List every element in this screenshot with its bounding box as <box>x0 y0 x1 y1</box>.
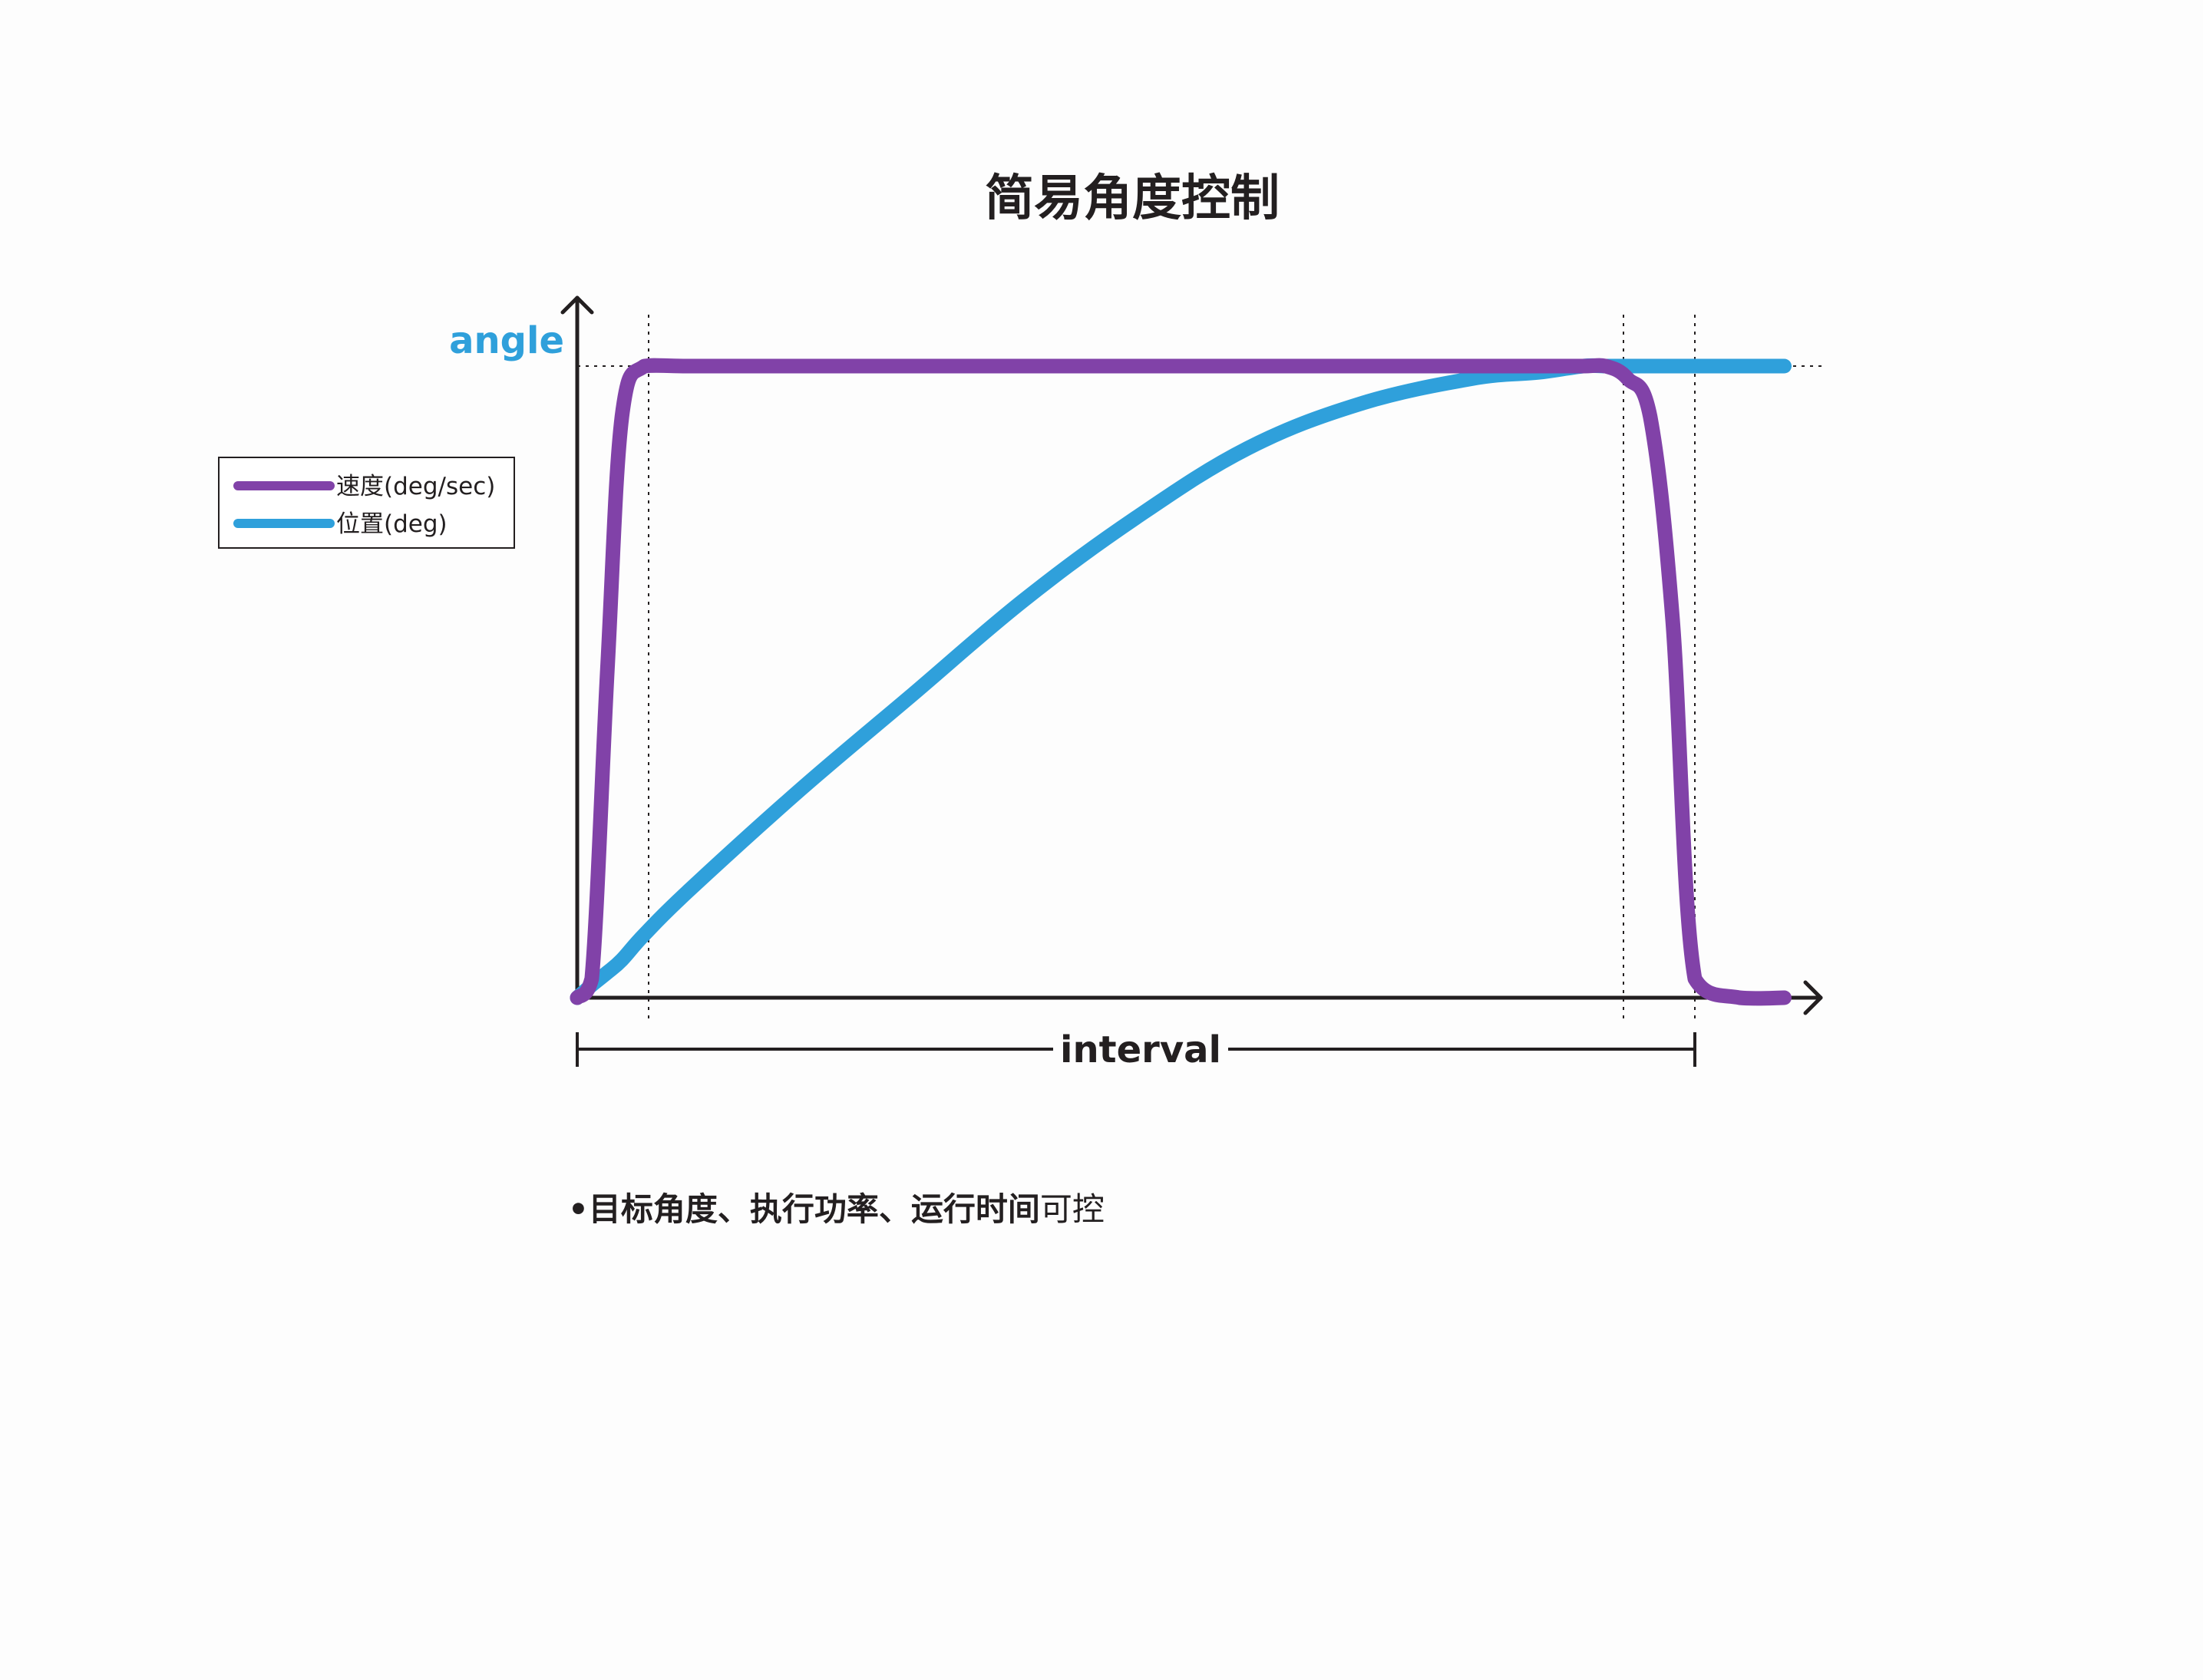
legend-label-position: 位置(deg) <box>336 510 448 538</box>
x-axis-label: interval <box>1060 1028 1221 1071</box>
axes <box>560 295 1823 1015</box>
interval-bracket <box>576 1032 1696 1067</box>
legend-box <box>218 457 515 549</box>
legend: 速度(deg/sec) 位置(deg) <box>218 457 515 549</box>
y-axis-label: angle <box>449 319 564 362</box>
chart-title: 简易角度控制 <box>985 170 1280 227</box>
guide-lines <box>577 315 1823 1021</box>
note-normal-text: 可控 <box>1039 1190 1105 1228</box>
y-axis-arrow-icon <box>560 295 594 315</box>
series-layer <box>570 358 1792 1006</box>
legend-label-velocity: 速度(deg/sec) <box>336 473 495 500</box>
series-line-velocity <box>570 358 1792 1006</box>
note-bullet: • <box>568 1190 589 1228</box>
note-text: •目标角度、执行功率、运行时间可控 <box>568 1183 1105 1230</box>
series-line-position <box>570 358 1792 1005</box>
x-axis-arrow-icon <box>1803 980 1823 1015</box>
note-bold-text: 目标角度、执行功率、运行时间 <box>588 1190 1040 1228</box>
